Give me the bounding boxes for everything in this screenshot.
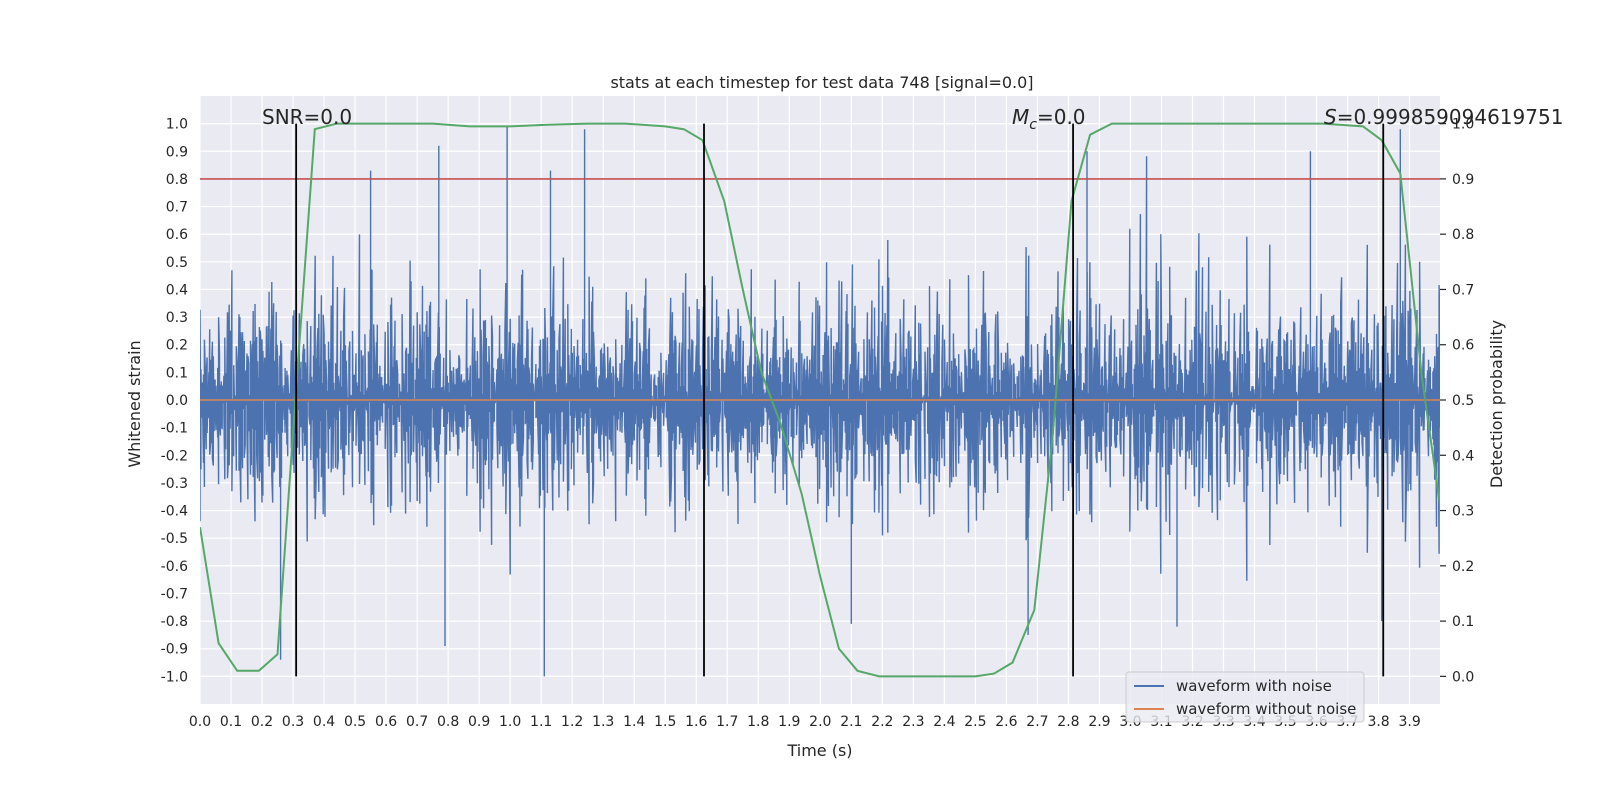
- left-y-axis-ticks: 1.0 0.9 0.8 0.7 0.6 0.5 0.4 0.3 0.2 0.1 0.0 -0.1 -0.…: [161, 117, 188, 686]
- y-tick-label-right: 0.0: [1452, 669, 1474, 685]
- x-tick-label: 2.5: [964, 714, 986, 730]
- x-tick-label: 2.8: [1057, 714, 1079, 730]
- y-tick-label-right: 0.5: [1452, 393, 1474, 409]
- x-tick-label: 2.6: [995, 714, 1017, 730]
- x-tick-label: 0.5: [344, 714, 366, 730]
- series-waveform-with-noise: [200, 126, 1440, 677]
- score-symbol: S: [1324, 105, 1337, 129]
- y-tick-label-right: 0.1: [1452, 614, 1474, 630]
- x-axis-label: Time (s): [786, 741, 852, 760]
- y-tick-label-left: -0.6: [161, 559, 188, 575]
- x-tick-label: 0.8: [437, 714, 459, 730]
- x-tick-label: 0.9: [468, 714, 490, 730]
- legend-label-waveform-with-noise: waveform with noise: [1176, 677, 1332, 695]
- x-tick-label: 1.2: [561, 714, 583, 730]
- y-tick-label-left: -0.4: [161, 504, 188, 520]
- y-tick-label-left: -0.9: [161, 642, 188, 658]
- score-value: =0.999859094619751: [1337, 105, 1564, 129]
- y-tick-label-right: 0.6: [1452, 338, 1474, 354]
- legend-box: [1125, 671, 1365, 723]
- x-tick-label: 2.2: [871, 714, 893, 730]
- legend-label-waveform-without-noise: waveform without noise: [1176, 700, 1356, 718]
- y-tick-label-left: 0.1: [166, 365, 188, 381]
- y-tick-label-left: -0.7: [161, 586, 188, 602]
- series-detection-probability: [200, 122, 1440, 678]
- x-tick-label: 0.4: [313, 714, 335, 730]
- y-tick-label-left: 0.9: [166, 144, 188, 160]
- x-tick-label: 0.6: [375, 714, 397, 730]
- chirp-mass-symbol: M: [1012, 105, 1029, 129]
- score-annotation: S=0.999859094619751: [1324, 105, 1563, 129]
- y-tick-label-left: 0.0: [166, 393, 188, 409]
- x-tick-label: 0.0: [189, 714, 211, 730]
- y-tick-label-left: 0.3: [166, 310, 188, 326]
- x-tick-label: 1.3: [592, 714, 614, 730]
- x-tick-label: 0.3: [282, 714, 304, 730]
- legend: waveform with noise waveform without noi…: [1125, 671, 1365, 723]
- x-tick-label: 1.8: [747, 714, 769, 730]
- snr-annotation: SNR=0.0: [262, 105, 352, 129]
- y-tick-label-right: 0.2: [1452, 559, 1474, 575]
- y-tick-label-right: 0.3: [1452, 504, 1474, 520]
- y-tick-label-left: -0.8: [161, 614, 188, 630]
- y-tick-label-left: -0.1: [161, 421, 188, 437]
- x-tick-label: 2.9: [1088, 714, 1110, 730]
- segment-boundary-lines: [295, 123, 1385, 677]
- chirp-mass-value: =0.0: [1037, 105, 1086, 129]
- x-tick-label: 1.7: [716, 714, 738, 730]
- y-tick-label-left: 0.2: [166, 338, 188, 354]
- y-tick-label-right: 0.4: [1452, 448, 1474, 464]
- x-tick-label: 3.9: [1398, 714, 1420, 730]
- left-y-axis-label: Whitened strain: [125, 340, 144, 467]
- x-tick-label: 0.7: [406, 714, 428, 730]
- y-tick-label-left: -1.0: [161, 669, 188, 685]
- x-tick-label: 2.0: [809, 714, 831, 730]
- x-tick-label: 1.6: [685, 714, 707, 730]
- y-tick-label-left: -0.5: [161, 531, 188, 547]
- x-tick-label: 0.2: [251, 714, 273, 730]
- right-y-axis-ticks: 1.0 0.9 0.8 0.7 0.6 0.5 0.4 0.3 0.2 0.1 0.0: [1440, 117, 1474, 685]
- y-tick-label-left: -0.2: [161, 448, 188, 464]
- x-tick-label: 2.7: [1026, 714, 1048, 730]
- chirp-mass-annotation: Mc=0.0: [1012, 105, 1086, 133]
- y-tick-label-right: 0.9: [1452, 172, 1474, 188]
- chirp-mass-subscript: c: [1029, 117, 1037, 133]
- right-y-axis-label: Detection probability: [1487, 320, 1506, 488]
- y-tick-label-left: 1.0: [166, 117, 188, 133]
- y-tick-label-left: 0.8: [166, 172, 188, 188]
- x-tick-label: 3.8: [1367, 714, 1389, 730]
- x-tick-label: 2.3: [902, 714, 924, 730]
- x-tick-label: 0.1: [220, 714, 242, 730]
- x-tick-label: 1.0: [499, 714, 521, 730]
- y-tick-label-right: 1.0: [1452, 117, 1474, 133]
- y-tick-label-left: 0.7: [166, 200, 188, 216]
- x-tick-label: 1.1: [530, 714, 552, 730]
- x-tick-label: 2.4: [933, 714, 955, 730]
- x-tick-label: 2.1: [840, 714, 862, 730]
- x-tick-label: 1.9: [778, 714, 800, 730]
- y-tick-label-left: 0.4: [166, 282, 188, 298]
- x-tick-label: 1.4: [623, 714, 645, 730]
- y-tick-label-right: 0.8: [1452, 227, 1474, 243]
- y-tick-label-left: -0.3: [161, 476, 188, 492]
- x-tick-label: 1.5: [654, 714, 676, 730]
- y-tick-label-right: 0.7: [1452, 282, 1474, 298]
- chart-title: stats at each timestep for test data 748…: [610, 73, 1033, 92]
- y-tick-label-left: 0.6: [166, 227, 188, 243]
- y-tick-label-left: 0.5: [166, 255, 188, 271]
